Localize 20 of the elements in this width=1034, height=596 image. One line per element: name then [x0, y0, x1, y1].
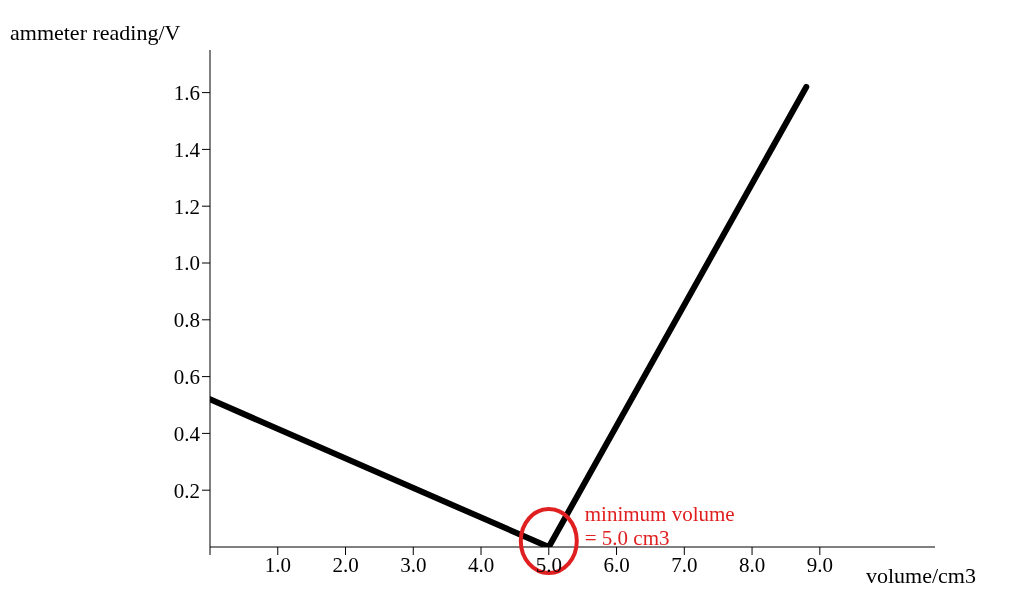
y-tick-label: 0.6 — [173, 365, 200, 390]
x-tick-label: 2.0 — [332, 552, 359, 577]
annotation: minimum volume = 5.0 cm3 — [584, 502, 735, 550]
x-tick-label: 9.0 — [806, 552, 833, 577]
y-tick-label: 1.0 — [173, 251, 200, 276]
x-tick-label: 5.0 — [535, 552, 562, 577]
y-tick-label: 1.4 — [173, 137, 201, 162]
y-tick-label: 1.2 — [173, 194, 200, 219]
x-tick-label: 1.0 — [264, 552, 291, 577]
y-tick-label: 0.2 — [173, 478, 200, 503]
x-tick-label: 6.0 — [603, 552, 630, 577]
x-tick-label: 4.0 — [467, 552, 495, 577]
x-tick-label: 3.0 — [400, 552, 427, 577]
y-tick-label: 0.4 — [173, 421, 201, 446]
y-tick-label: 1.6 — [173, 81, 200, 106]
y-tick-label: 0.8 — [173, 308, 200, 333]
x-tick-label: 7.0 — [671, 552, 698, 577]
x-axis-title: volume/cm3 — [866, 563, 976, 589]
x-tick-label: 8.0 — [738, 552, 766, 577]
y-axis-title: ammeter reading/V — [10, 20, 181, 46]
